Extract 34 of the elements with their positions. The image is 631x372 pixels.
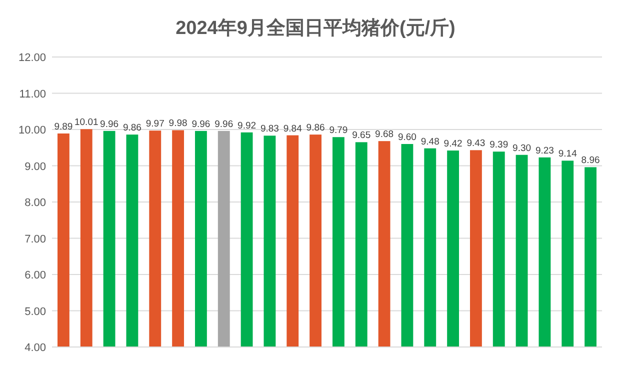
data-label: 9.30 — [512, 142, 532, 154]
y-tick-label: 11.00 — [19, 88, 46, 100]
data-label: 9.79 — [329, 125, 348, 136]
y-tick-label: 5.00 — [24, 306, 46, 318]
data-label: 9.43 — [466, 138, 486, 150]
data-label: 9.48 — [420, 136, 440, 148]
data-label: 8.96 — [581, 155, 600, 166]
data-label: 9.96 — [192, 118, 210, 130]
y-tick-label: 4.00 — [24, 342, 46, 354]
data-label: 9.92 — [238, 120, 256, 132]
y-tick-label: 10.00 — [18, 124, 46, 136]
data-label: 9.89 — [54, 121, 73, 132]
data-label: 9.39 — [490, 140, 508, 151]
y-tick-label: 7.00 — [24, 233, 46, 246]
chart-title: 2024年9月全国日平均猪价(元/斤) — [176, 17, 456, 39]
data-label: 9.65 — [352, 130, 371, 142]
data-label: 9.96 — [214, 118, 234, 130]
data-label: 9.23 — [535, 145, 554, 156]
y-tick-label: 9.00 — [24, 160, 46, 173]
data-label: 9.96 — [100, 118, 119, 130]
data-label: 9.42 — [444, 138, 462, 150]
data-label: 9.60 — [398, 132, 416, 143]
data-label: 9.14 — [558, 148, 577, 160]
y-tick-label: 8.00 — [24, 197, 46, 209]
data-label: 9.97 — [146, 118, 164, 130]
data-label: 10.01 — [74, 117, 98, 128]
data-label: 9.84 — [283, 123, 302, 134]
data-label: 9.68 — [375, 129, 394, 140]
data-label: 9.86 — [122, 122, 142, 134]
y-tick-label: 12.00 — [18, 52, 46, 64]
y-tick-label: 6.00 — [24, 270, 46, 282]
data-label: 9.83 — [260, 124, 279, 135]
data-label: 9.98 — [168, 118, 188, 130]
data-label: 9.86 — [306, 122, 325, 134]
